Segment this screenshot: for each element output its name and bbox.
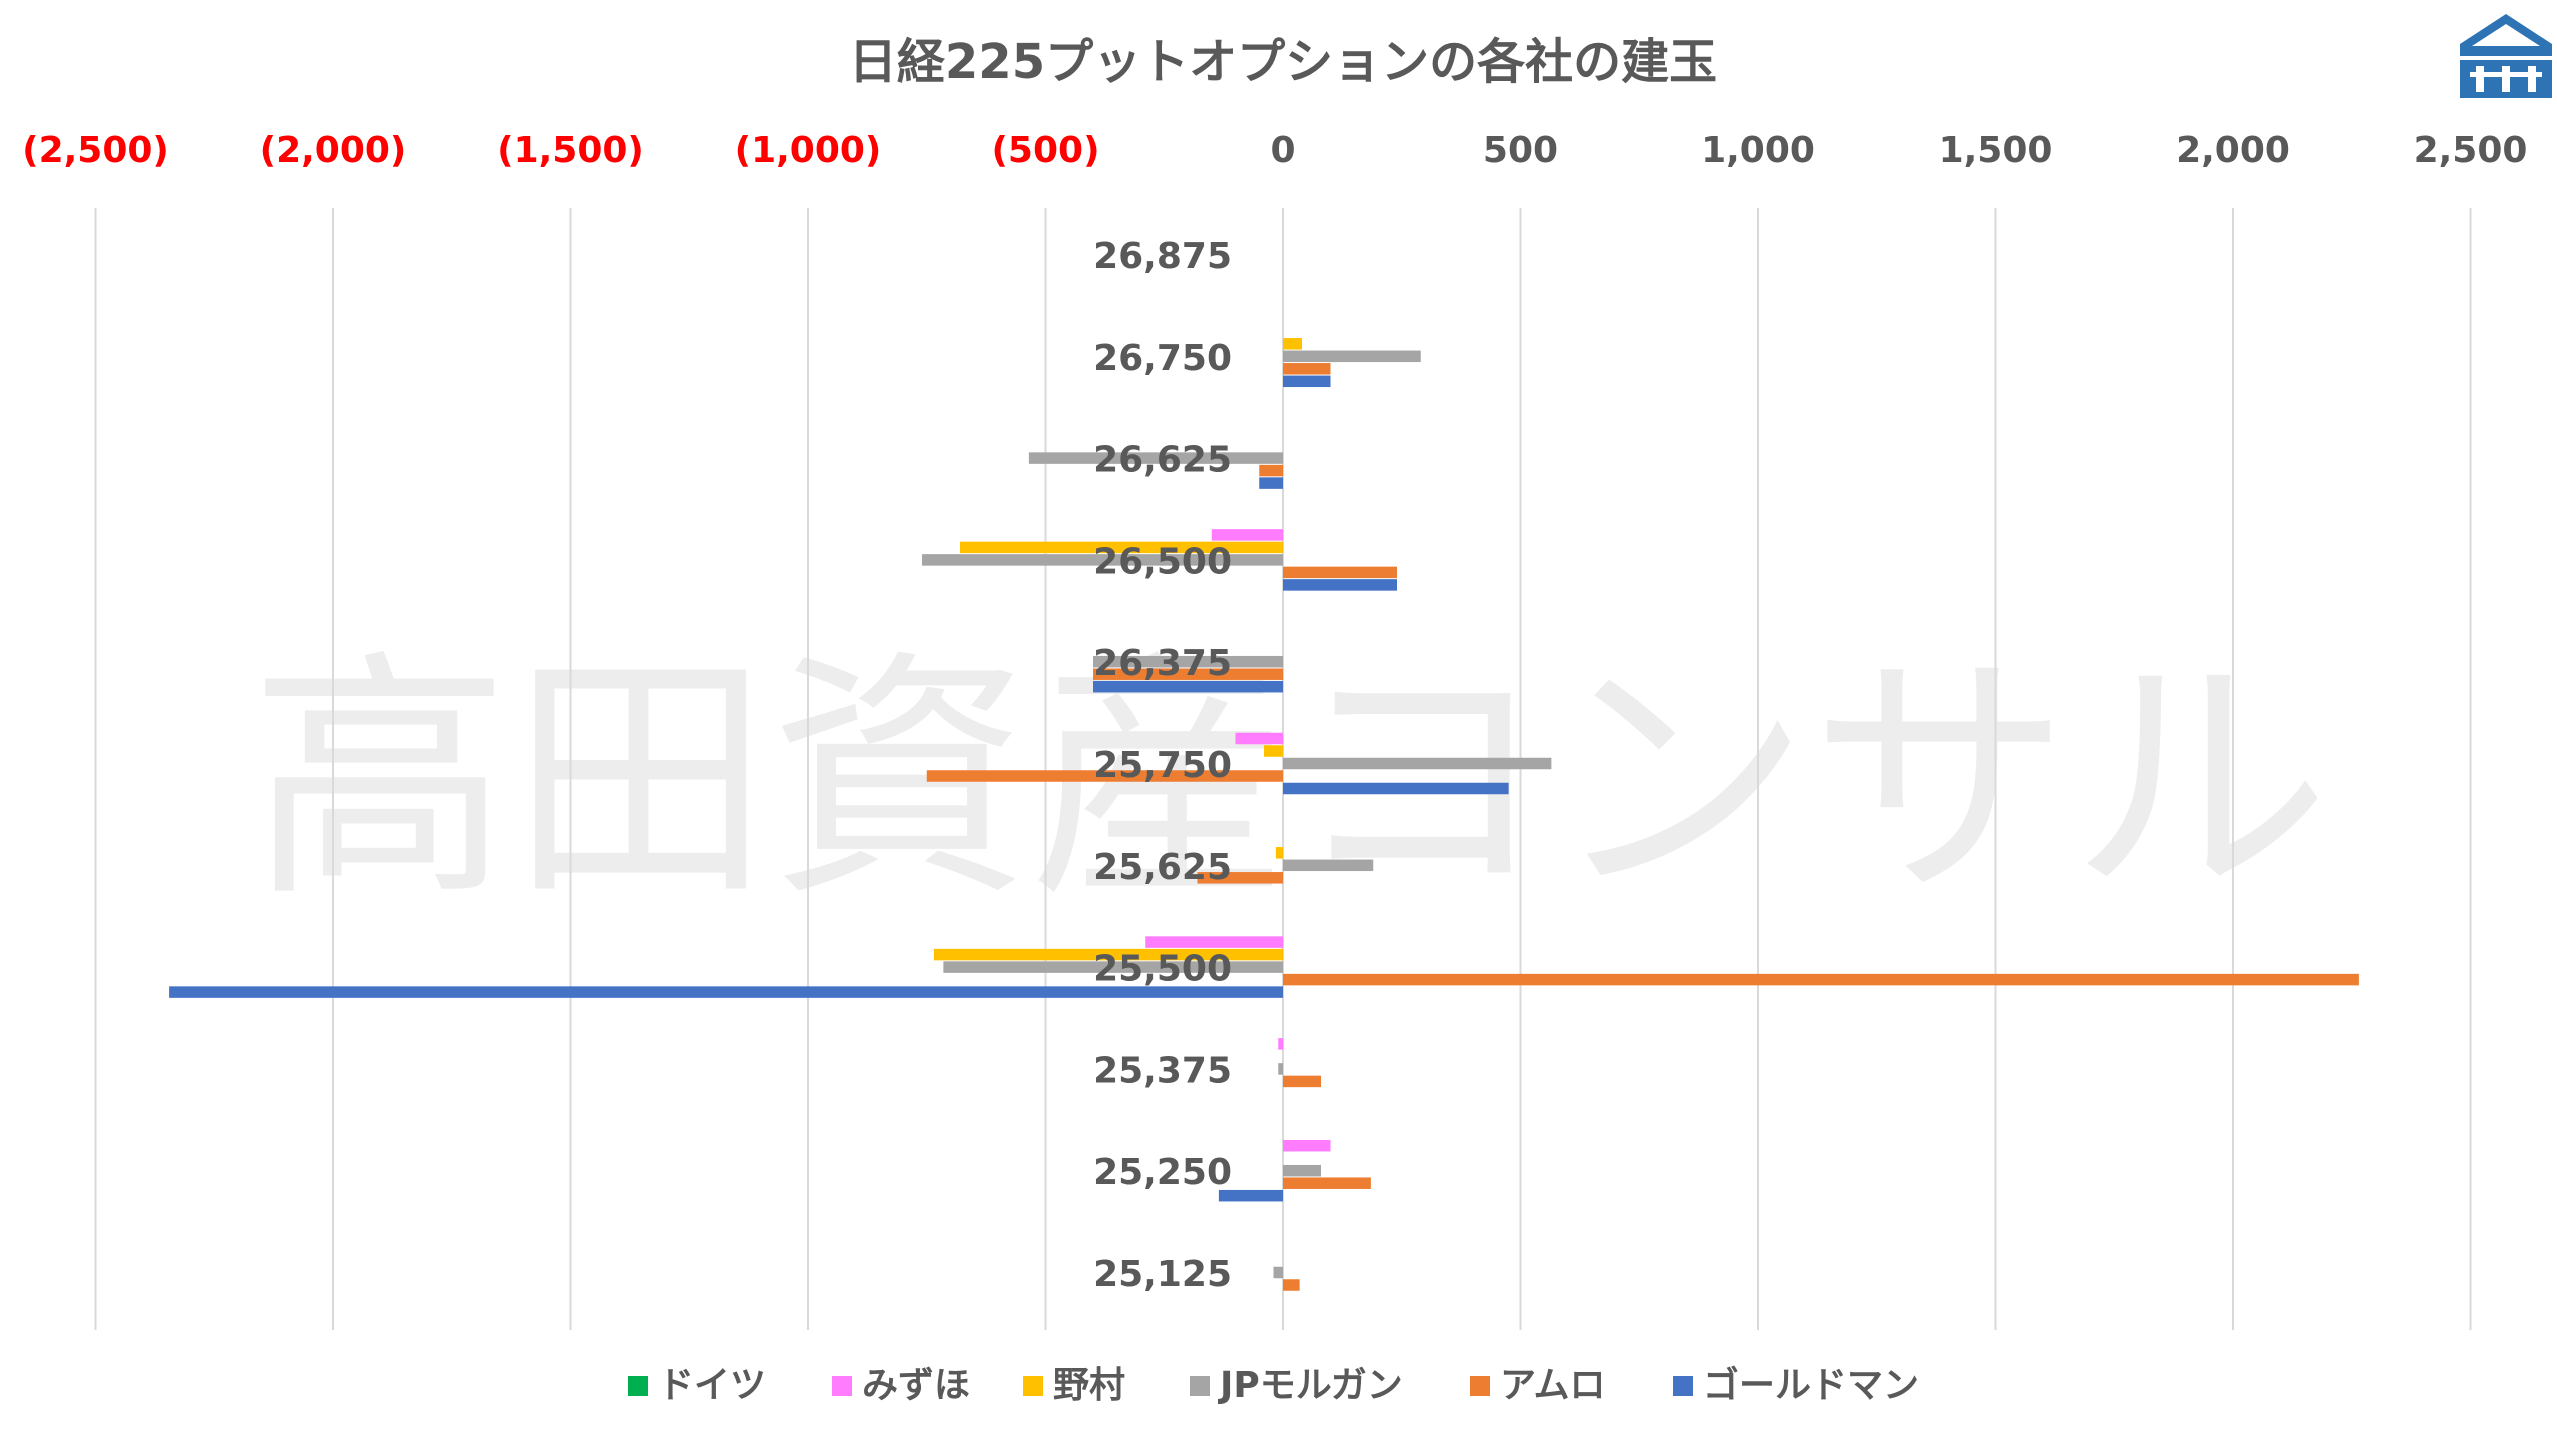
x-tick-label: 0 [1270,130,1295,171]
bar [1283,859,1374,872]
bar [1283,375,1331,388]
bar [1283,566,1397,579]
legend-label: JPモルガン [1217,1365,1403,1406]
building-logo-icon [2460,14,2552,98]
legend-label: ドイツ [658,1365,766,1406]
category-label: 26,375 [1093,643,1232,684]
bar [1145,936,1283,948]
bar [1283,363,1331,375]
category-label: 26,500 [1093,541,1232,582]
bar [926,770,1283,782]
bar [960,541,1283,554]
legend-label: みずほ [862,1365,970,1406]
x-tick-label: 2,500 [2414,130,2528,171]
bar [169,986,1283,998]
legend: ドイツ みずほ 野村 JPモルガン アムロ ゴールドマン [628,1364,1919,1406]
bar [1093,668,1283,680]
category-label: 26,625 [1093,440,1232,481]
bar [1197,872,1283,884]
bar [1211,529,1283,541]
x-tick-label: 1,000 [1701,130,1815,171]
bar [1283,1164,1321,1177]
bar [1283,338,1302,350]
bar [1273,1266,1283,1279]
bar [1278,1038,1283,1050]
chart-title: 日経225プットオプションの各社の建玉 [849,34,1717,90]
bar [1283,1177,1371,1189]
legend-label: アムロ [1500,1365,1605,1406]
bar [1235,732,1283,745]
legend-swatch [1190,1376,1210,1396]
bars [169,338,2359,1291]
category-label: 26,750 [1093,338,1232,379]
legend-swatch [832,1376,852,1396]
bar [922,554,1283,566]
bar [1259,477,1283,489]
bar [1275,847,1283,859]
bar [1093,655,1283,668]
bar [1264,745,1283,757]
x-tick-label: 2,000 [2176,130,2290,171]
bar [1283,1075,1321,1088]
bar [1283,757,1552,770]
legend-label: ゴールドマン [1703,1364,1919,1406]
bar [1028,452,1283,464]
legend-swatch [628,1376,648,1396]
x-tick-label: (1,000) [735,130,882,171]
category-label: 25,750 [1093,745,1232,786]
x-tick-label: 500 [1483,130,1558,171]
bar [1218,1189,1283,1202]
gridlines [94,208,2472,1330]
x-tick-label: (2,500) [22,130,169,171]
category-label: 25,375 [1093,1050,1232,1091]
x-tick-label: (2,000) [260,130,407,171]
bar [1093,680,1283,693]
category-label: 25,625 [1093,847,1232,888]
category-label: 25,500 [1093,949,1232,990]
legend-swatch [1673,1376,1693,1396]
category-label: 25,125 [1093,1254,1232,1295]
watermark-text: 高田資産コンサル [250,630,2330,932]
bar [1283,350,1421,363]
x-tick-label: (500) [991,130,1099,171]
bar [1283,782,1509,795]
bar [943,961,1283,973]
legend-label: 野村 [1053,1365,1125,1406]
bar [1283,1279,1300,1291]
bar [933,948,1283,961]
category-label: 25,250 [1093,1152,1232,1193]
bar [1259,464,1283,477]
bar [1278,1063,1283,1075]
bar [1283,973,2359,986]
x-tick-label: (1,500) [497,130,644,171]
category-labels: 26,875 26,750 26,625 26,500 26,375 25,750 25,6… [1093,236,1232,1295]
bar [1283,579,1397,591]
legend-swatch [1470,1376,1490,1396]
category-label: 26,875 [1093,236,1232,277]
x-axis-ticks: (2,500) (2,000) (1,500) (1,000) (500) 0 500 1,0… [22,130,2527,171]
x-tick-label: 1,500 [1939,130,2053,171]
legend-swatch [1023,1376,1043,1396]
bar [1283,1139,1331,1152]
